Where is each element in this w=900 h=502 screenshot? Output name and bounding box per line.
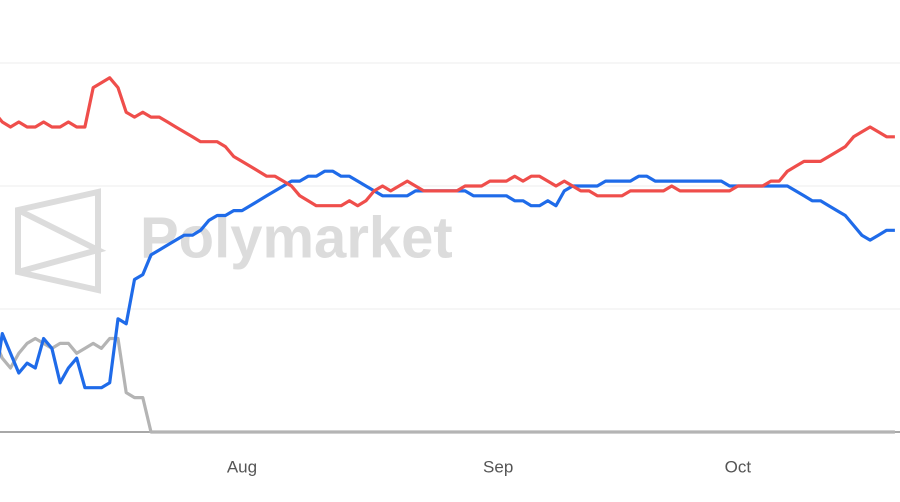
series-line — [0, 169, 895, 390]
series-line — [0, 76, 895, 208]
watermark-logo — [15, 188, 107, 294]
watermark: Polymarket — [140, 205, 453, 270]
series-line — [0, 336, 895, 434]
x-tick-label: Aug — [227, 457, 257, 476]
x-tick-label: Sep — [483, 457, 513, 476]
x-tick-label: Oct — [725, 457, 752, 476]
